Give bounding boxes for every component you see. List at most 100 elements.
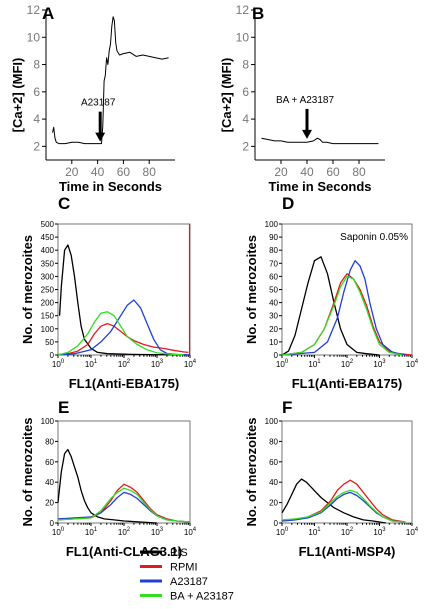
- panel-letter: D: [282, 194, 294, 213]
- tick-exponent: 3: [160, 527, 164, 533]
- x-tick-label: 20: [274, 165, 288, 179]
- tick-exponent: 0: [61, 527, 65, 533]
- series-line-trace: [261, 137, 379, 145]
- series-line-rpmi: [57, 483, 191, 523]
- y-tick-label: 70: [269, 259, 278, 268]
- x-axis-label: FL1(Anti-EBA175): [69, 376, 180, 391]
- tick-exponent: 3: [382, 359, 386, 365]
- x-tick-label: 102: [118, 359, 131, 369]
- y-tick-label: 90: [269, 233, 278, 242]
- y-tick-label: 8: [242, 58, 249, 72]
- tick-exponent: 3: [382, 527, 386, 533]
- legend-label: BA + A23187: [170, 591, 234, 603]
- tick-exponent: 0: [285, 359, 289, 365]
- x-axis-label: FL1(Anti-EBA175): [292, 376, 403, 391]
- y-tick-label: 60: [269, 272, 278, 281]
- series-line-ba-a23187: [281, 489, 406, 523]
- x-axis-label: FL1(Anti-CLAG3.1): [66, 544, 182, 559]
- y-tick-label: 2: [242, 139, 249, 153]
- x-tick-label: 60: [326, 165, 340, 179]
- y-tick-label: 2: [33, 139, 40, 153]
- x-axis-label: FL1(Anti-MSP4): [299, 544, 396, 559]
- series-line-pis: [281, 478, 387, 524]
- x-axis-label: Time in Seconds: [59, 179, 162, 194]
- series-line-ba-a23187: [281, 275, 403, 356]
- y-tick-label: 4: [33, 112, 40, 126]
- legend: PIS RPMI A23187 BA + A23187: [140, 547, 234, 603]
- tick-base: 10: [52, 528, 61, 537]
- y-axis-label: [Ca+2] (MFI): [10, 58, 25, 133]
- tick-base: 10: [308, 360, 317, 369]
- tick-base: 10: [341, 360, 350, 369]
- panel-letter: C: [58, 194, 70, 213]
- y-tick-label: 500: [41, 220, 55, 229]
- x-tick-label: 104: [184, 359, 197, 369]
- y-tick-label: 8: [33, 58, 40, 72]
- tick-base: 10: [341, 528, 350, 537]
- tick-exponent: 0: [61, 359, 65, 365]
- tick-base: 10: [85, 528, 94, 537]
- series-line-a23187: [57, 491, 191, 523]
- tick-base: 10: [373, 528, 382, 537]
- y-tick-label: 300: [41, 272, 55, 281]
- y-tick-label: 400: [41, 246, 55, 255]
- tick-exponent: 1: [317, 359, 321, 365]
- y-tick-label: 100: [265, 417, 279, 426]
- y-tick-label: 100: [265, 220, 279, 229]
- series-line-a23187: [281, 260, 406, 356]
- y-tick-label: 10: [27, 30, 41, 44]
- x-tick-label: 80: [352, 165, 366, 179]
- y-tick-label: 6: [33, 85, 40, 99]
- tick-exponent: 2: [350, 527, 354, 533]
- y-tick-label: 10: [269, 338, 278, 347]
- tick-exponent: 4: [415, 527, 419, 533]
- legend-label: PIS: [170, 547, 188, 559]
- x-tick-label: 101: [85, 527, 98, 537]
- panel-letter: B: [252, 4, 264, 23]
- tick-base: 10: [151, 360, 160, 369]
- tick-base: 10: [406, 360, 415, 369]
- x-tick-label: 104: [406, 527, 419, 537]
- y-tick-label: 40: [45, 478, 54, 487]
- legend-label: RPMI: [170, 562, 198, 574]
- tick-base: 10: [276, 360, 285, 369]
- y-tick-label: 250: [41, 286, 55, 295]
- y-tick-label: 4: [242, 112, 249, 126]
- y-tick-label: 50: [45, 338, 54, 347]
- series-line-pis: [58, 244, 191, 356]
- x-tick-label: 103: [373, 527, 386, 537]
- tick-exponent: 2: [127, 359, 131, 365]
- series-line-pis: [281, 256, 380, 356]
- arrow-head: [95, 132, 106, 142]
- y-axis-label: No. of merozoites: [20, 235, 35, 344]
- panel-letter: A: [42, 4, 54, 23]
- tick-exponent: 3: [160, 359, 164, 365]
- y-tick-label: 30: [269, 312, 278, 321]
- tick-base: 10: [151, 528, 160, 537]
- x-tick-label: 100: [52, 359, 65, 369]
- annotation-label: A23187: [81, 98, 116, 109]
- annotation-label: Saponin 0.05%: [340, 232, 408, 243]
- tick-base: 10: [373, 360, 382, 369]
- y-tick-label: 20: [269, 499, 278, 508]
- y-tick-label: 450: [41, 233, 55, 242]
- tick-base: 10: [184, 528, 193, 537]
- x-tick-label: 80: [143, 165, 157, 179]
- tick-base: 10: [52, 360, 61, 369]
- x-tick-label: 101: [85, 359, 98, 369]
- annotation-label: BA + A23187: [276, 95, 335, 106]
- series-line-ba-a23187: [57, 311, 184, 356]
- tick-exponent: 4: [193, 527, 197, 533]
- y-tick-label: 40: [269, 299, 278, 308]
- x-tick-label: 100: [52, 527, 65, 537]
- x-axis-label: Time in Seconds: [268, 179, 371, 194]
- tick-exponent: 4: [415, 359, 419, 365]
- y-tick-label: 0: [50, 351, 55, 360]
